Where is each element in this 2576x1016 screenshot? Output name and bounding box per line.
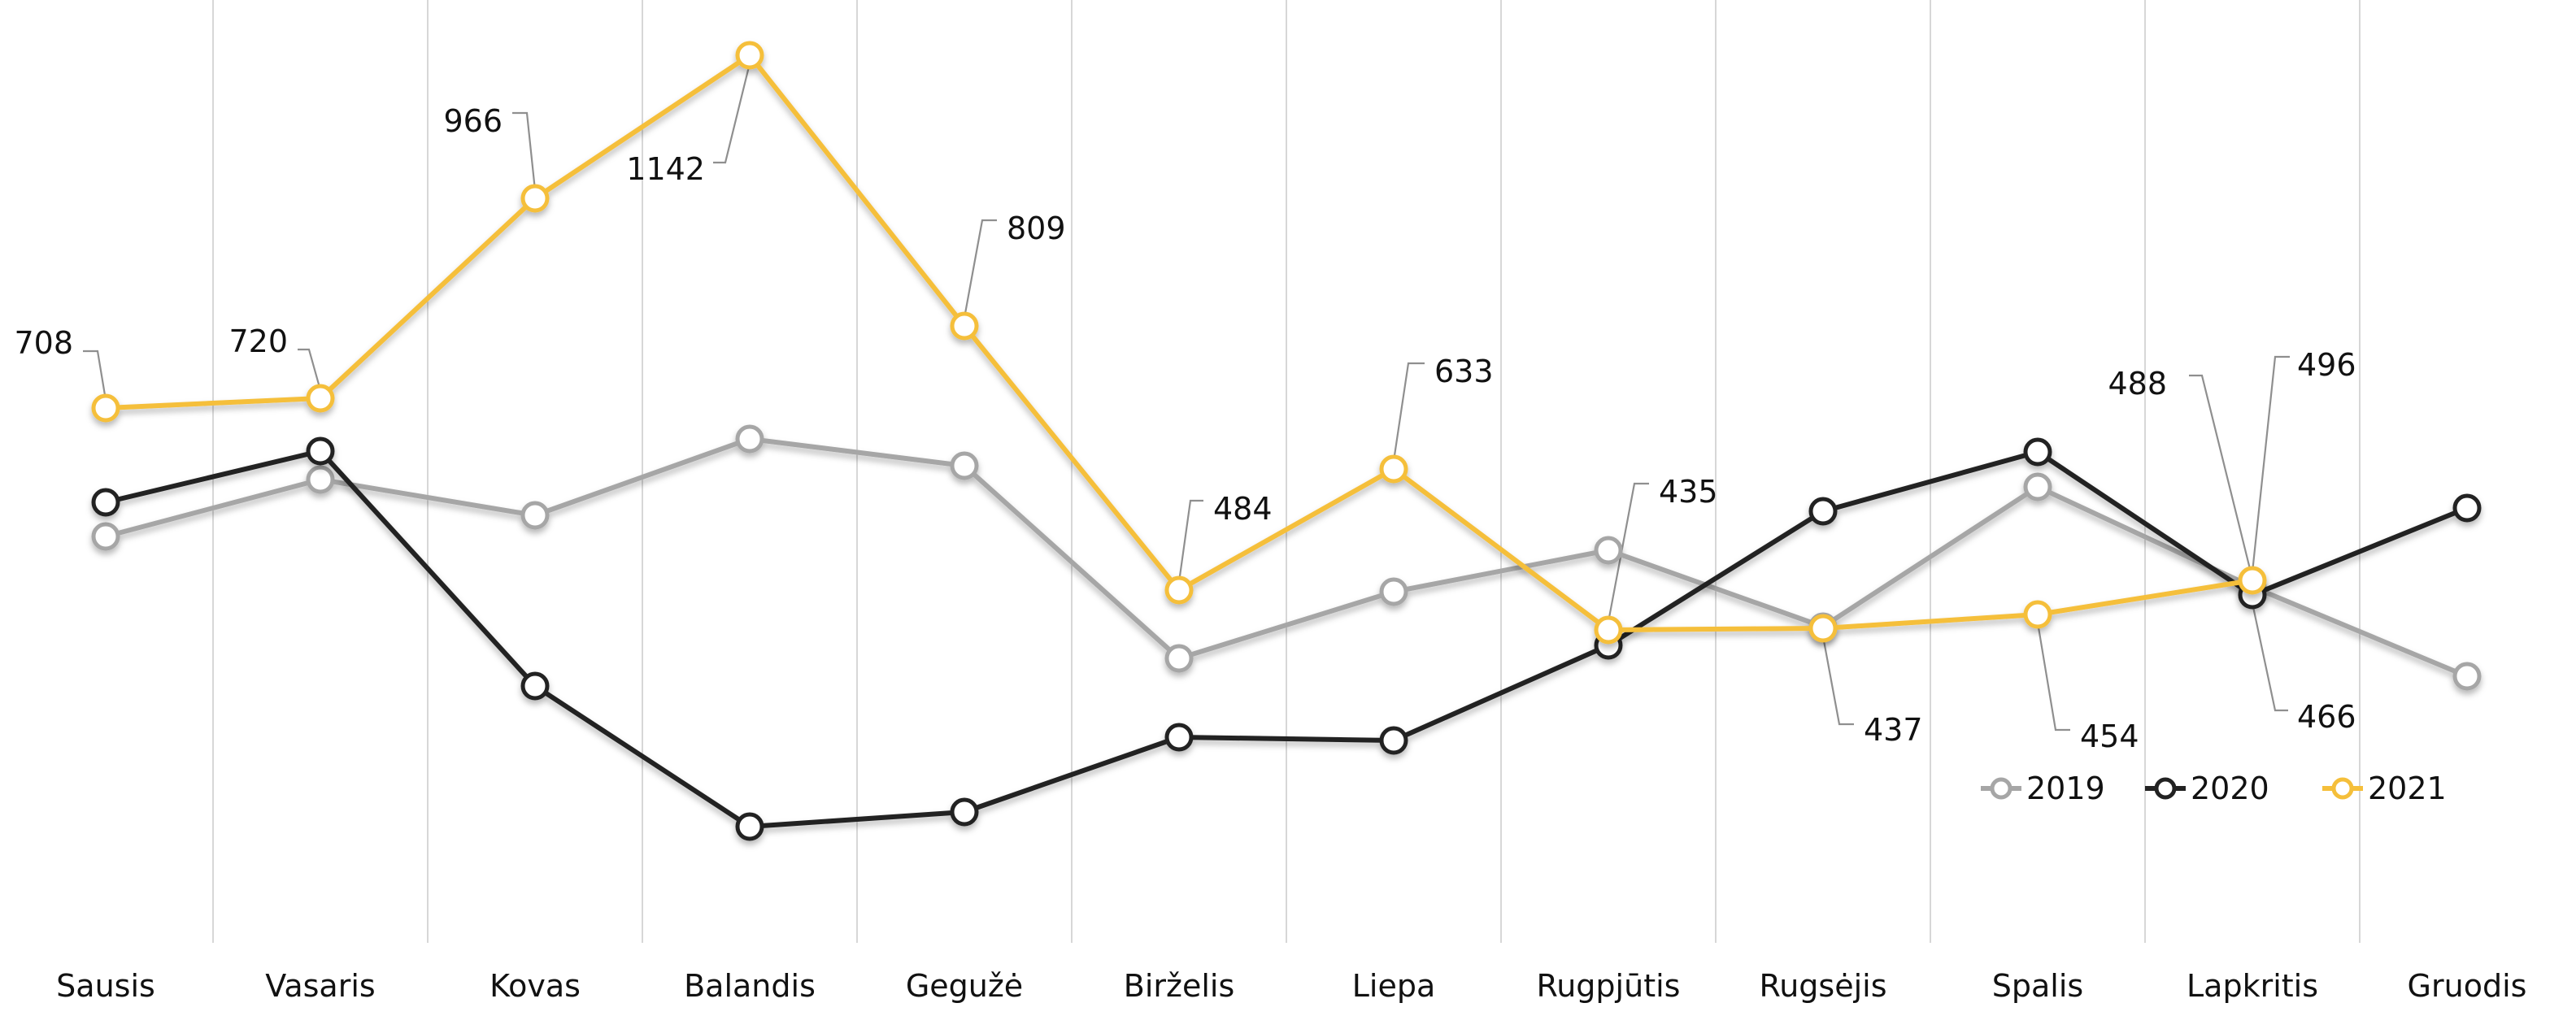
data-point-2020 — [91, 488, 120, 517]
data-point-2019 — [1379, 577, 1408, 606]
data-label-leader — [2036, 622, 2070, 732]
legend-swatch-marker — [2331, 777, 2354, 800]
data-label-2021: 633 — [1434, 354, 1494, 389]
data-label-leader — [713, 63, 751, 164]
data-point-2019 — [2023, 472, 2052, 501]
data-label-leader — [2189, 374, 2254, 580]
data-point-2019 — [1164, 644, 1194, 673]
legend-item-2021: 2021 — [2322, 771, 2447, 806]
data-label-leader — [1821, 636, 1854, 726]
data-point-2020 — [1164, 723, 1194, 752]
legend-label: 2021 — [2368, 771, 2447, 806]
data-point-2021 — [91, 393, 120, 423]
data-label-2021: 708 — [14, 325, 73, 361]
legend-swatch-marker — [1990, 777, 2012, 800]
data-point-2020 — [520, 671, 550, 701]
data-label-2021: 437 — [1864, 712, 1923, 748]
data-point-2019 — [2452, 662, 2482, 691]
data-point-2020 — [306, 436, 335, 466]
x-tick-label: Gruodis — [2408, 968, 2527, 1004]
data-label-leader — [512, 111, 537, 191]
data-label-leader — [1392, 362, 1425, 462]
data-point-2021 — [1379, 454, 1408, 484]
data-point-2021 — [950, 311, 979, 341]
data-label-leader — [1177, 499, 1203, 583]
data-point-2021 — [2023, 600, 2052, 629]
x-tick-label: Spalis — [1992, 968, 2083, 1004]
data-point-2019 — [520, 501, 550, 530]
x-tick-label: Vasaris — [265, 968, 375, 1004]
data-label-leaders — [83, 63, 2290, 732]
legend: 2019 2020 2021 — [1981, 771, 2447, 806]
data-point-2020 — [1379, 726, 1408, 755]
legend-item-2019: 2019 — [1981, 771, 2105, 806]
data-point-2021 — [520, 184, 550, 213]
data-label-2021: 454 — [2080, 719, 2139, 754]
vertical-gridlines — [212, 0, 2361, 943]
legend-label: 2020 — [2191, 771, 2269, 806]
data-point-2019 — [1594, 536, 1623, 565]
x-tick-label: Balandis — [684, 968, 816, 1004]
data-point-2020 — [1808, 497, 1838, 526]
x-tick-label: Gegužė — [906, 968, 1023, 1004]
x-tick-label: Lapkritis — [2187, 968, 2318, 1004]
data-point-2020 — [735, 812, 764, 841]
data-point-2021 — [2238, 566, 2267, 595]
data-point-2019 — [306, 465, 335, 494]
data-label-2020: 466 — [2297, 699, 2356, 735]
data-label-2021: 809 — [1007, 211, 1066, 246]
data-point-2019 — [735, 424, 764, 454]
series-line-2020 — [103, 449, 2469, 829]
x-tick-label: Rugpjūtis — [1537, 968, 1681, 1004]
data-label-2019: 488 — [2108, 366, 2167, 402]
data-point-2020 — [2023, 437, 2052, 467]
data-label-leader — [963, 219, 997, 319]
data-label-leader — [83, 350, 107, 401]
data-label-leader — [2251, 355, 2290, 573]
x-tick-label: Liepa — [1352, 968, 1436, 1004]
data-point-2021 — [735, 41, 764, 70]
series-2021 — [91, 41, 2267, 645]
x-tick-label: Kovas — [490, 968, 581, 1004]
x-tick-label: Birželis — [1124, 968, 1235, 1004]
data-label-leader — [2251, 602, 2288, 712]
data-label-2021: 720 — [228, 323, 288, 359]
data-point-2021 — [1594, 615, 1623, 645]
data-label-leader — [298, 348, 322, 391]
data-point-2020 — [2452, 493, 2482, 523]
data-point-2020 — [950, 797, 979, 827]
data-point-2019 — [91, 522, 120, 551]
legend-label: 2019 — [2026, 771, 2105, 806]
data-label-2021: 484 — [1213, 491, 1273, 527]
legend-swatch-marker — [2154, 777, 2177, 800]
data-point-2021 — [1808, 614, 1838, 643]
x-tick-label: Rugsėjis — [1760, 968, 1887, 1004]
data-point-2021 — [1164, 575, 1194, 605]
x-axis-month-labels: Sausis Vasaris Kovas Balandis Gegužė Birželis… — [56, 968, 2526, 1004]
data-label-2021: 496 — [2297, 347, 2356, 383]
data-labels: 488 466 708 720 966 1142 809 484 633 435 437 454 496 — [14, 103, 2356, 754]
x-tick-label: Sausis — [56, 968, 155, 1004]
legend-item-2020: 2020 — [2145, 771, 2269, 806]
data-label-2021: 435 — [1659, 474, 1718, 510]
series-line-2019 — [103, 436, 2469, 679]
data-label-2021: 1142 — [626, 151, 705, 187]
data-label-2021: 966 — [443, 103, 503, 139]
series-lines — [91, 41, 2482, 841]
data-point-2021 — [306, 384, 335, 413]
data-point-2019 — [950, 451, 979, 480]
data-label-leader — [1607, 482, 1649, 623]
